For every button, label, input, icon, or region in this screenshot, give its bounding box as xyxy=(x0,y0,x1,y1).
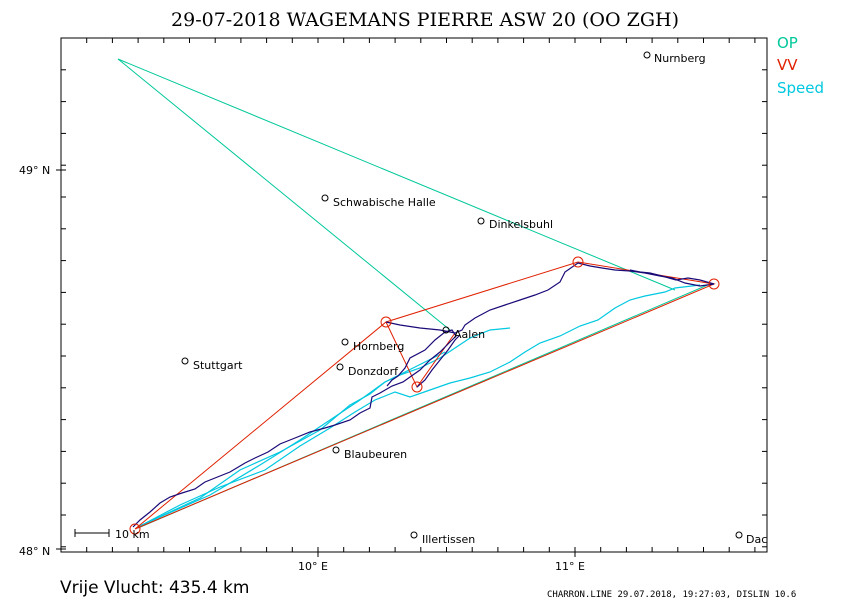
legend-speed: Speed xyxy=(777,79,824,97)
lat-label-48: 48° N xyxy=(19,545,50,558)
lon-label-11: 11° E xyxy=(555,560,585,573)
city-label: Illertissen xyxy=(422,533,475,546)
city-hornberg: Hornberg xyxy=(341,338,404,353)
city-label: Hornberg xyxy=(353,340,404,353)
axis-ticks xyxy=(56,37,767,557)
legend-op: OP xyxy=(777,34,798,52)
city-schwabische-halle: Schwabische Halle xyxy=(321,194,436,209)
city-label: Aalen xyxy=(454,328,485,341)
city-label: Donzdorf xyxy=(348,365,399,378)
turnpoint-markers xyxy=(129,256,720,535)
city-label: Blaubeuren xyxy=(344,448,407,461)
city-label: Nurnberg xyxy=(654,52,706,65)
op-lines xyxy=(117,58,711,529)
lon-label-10: 10° E xyxy=(298,560,328,573)
distance-summary: Vrije Vlucht: 435.4 km xyxy=(60,578,249,598)
scale-bar: 10 km xyxy=(74,528,150,541)
city-donzdorf: Donzdorf xyxy=(336,363,399,378)
plot-frame xyxy=(60,37,768,553)
flight-track xyxy=(132,262,715,528)
scale-bar-label: 10 km xyxy=(115,528,150,541)
city-label: Schwabische Halle xyxy=(333,196,436,209)
city-dac: Dac xyxy=(735,531,767,546)
lat-label-49: 49° N xyxy=(19,164,50,177)
city-label: Dinkelsbuhl xyxy=(489,218,553,231)
city-nurnberg: Nurnberg xyxy=(643,51,706,65)
speed-trace xyxy=(137,284,701,528)
city-aalen: Aalen xyxy=(442,326,485,341)
city-layer: Nurnberg Schwabische Halle Dinkelsbuhl A… xyxy=(181,51,767,546)
footer-info: CHARRON.LINE 29.07.2018, 19:27:03, DISLI… xyxy=(547,590,796,600)
city-label: Dac xyxy=(746,533,767,546)
city-blaubeuren: Blaubeuren xyxy=(332,446,407,461)
city-dinkelsbuhl: Dinkelsbuhl xyxy=(477,217,553,231)
map-title: 29-07-2018 WAGEMANS PIERRE ASW 20 (OO ZG… xyxy=(171,9,679,31)
legend-vv: VV xyxy=(777,56,798,74)
city-illertissen: Illertissen xyxy=(410,531,475,546)
city-label: Stuttgart xyxy=(193,359,243,372)
city-stuttgart: Stuttgart xyxy=(181,357,243,372)
